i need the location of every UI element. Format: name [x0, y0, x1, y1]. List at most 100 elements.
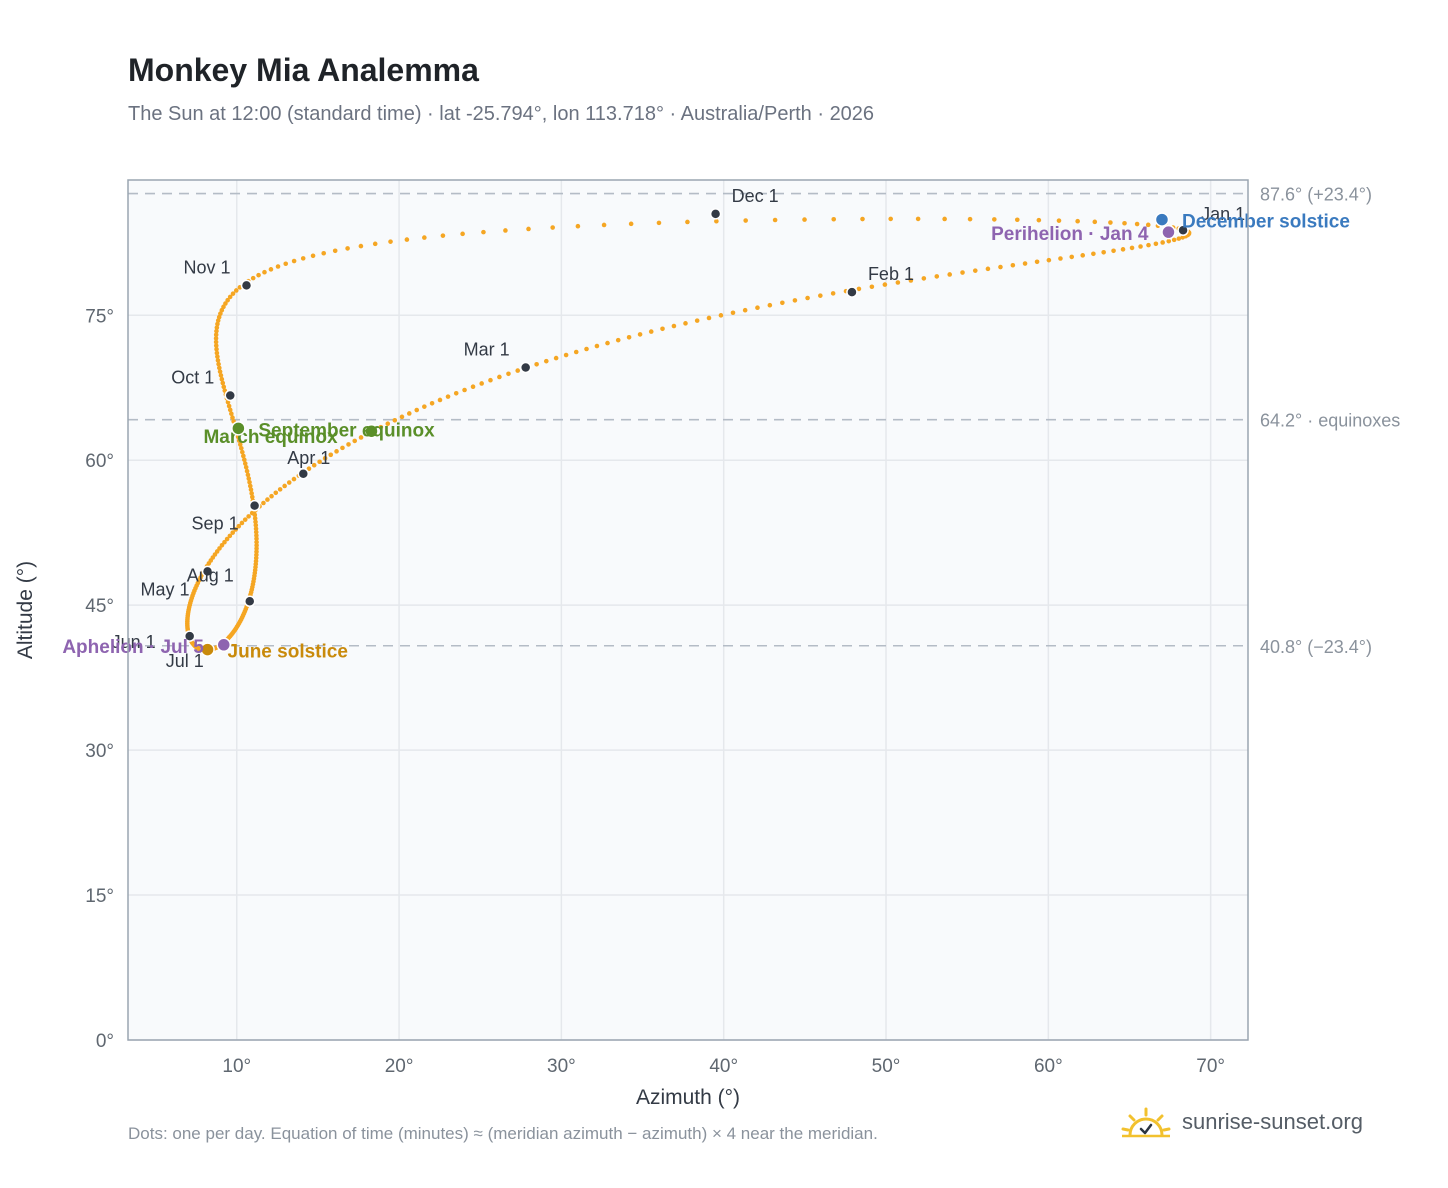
- daily-dot: [1134, 221, 1140, 227]
- daily-dot: [224, 536, 230, 542]
- daily-dot: [550, 225, 555, 230]
- month-label: May 1: [141, 579, 190, 599]
- daily-dot: [392, 417, 398, 423]
- daily-dot: [213, 332, 219, 338]
- month-marker: [846, 286, 858, 298]
- daily-dot: [685, 219, 690, 225]
- daily-dot: [895, 280, 901, 285]
- daily-dot: [869, 284, 875, 290]
- daily-dot: [221, 304, 226, 310]
- daily-dot: [268, 267, 274, 272]
- daily-dot: [972, 268, 978, 273]
- daily-dot: [245, 472, 251, 478]
- reference-line-label: 40.8° (−23.4°): [1260, 637, 1372, 657]
- event-marker: [1154, 212, 1170, 227]
- daily-dot: [214, 346, 219, 352]
- daily-dot: [755, 305, 760, 310]
- daily-dot: [358, 243, 364, 249]
- daily-dot: [460, 231, 465, 237]
- event-label: June solstice: [228, 642, 348, 663]
- daily-dot: [273, 490, 279, 496]
- event-label: September equinox: [258, 420, 435, 441]
- daily-dot: [915, 216, 921, 222]
- daily-dot: [217, 369, 223, 374]
- daily-dot: [254, 533, 259, 538]
- daily-dot: [253, 519, 258, 525]
- daily-dot: [1138, 244, 1143, 249]
- event-label: Aphelion · Jul 5: [62, 637, 204, 658]
- daily-dot: [714, 218, 719, 224]
- daily-dot: [345, 246, 350, 251]
- daily-dot: [615, 337, 621, 343]
- daily-dot: [856, 286, 862, 292]
- daily-dot: [543, 358, 549, 364]
- daily-dot: [860, 216, 865, 222]
- daily-dot: [628, 221, 634, 227]
- daily-dot: [253, 529, 259, 535]
- daily-dot: [311, 462, 317, 468]
- y-tick-label: 15°: [85, 886, 114, 907]
- daily-dot: [240, 449, 245, 455]
- daily-dot: [802, 217, 807, 222]
- daily-dot: [252, 512, 258, 518]
- brand-name[interactable]: sunrise-sunset.org: [1182, 1109, 1363, 1134]
- daily-dot: [479, 381, 484, 386]
- daily-dot: [648, 329, 654, 334]
- event-marker: [200, 642, 215, 657]
- daily-dot: [291, 476, 297, 482]
- month-marker: [243, 595, 256, 608]
- daily-dot: [805, 295, 810, 301]
- daily-dot: [481, 229, 486, 235]
- daily-dot: [247, 483, 253, 489]
- month-label: Aug 1: [187, 565, 234, 585]
- daily-dot: [985, 266, 991, 272]
- daily-dot: [1146, 242, 1151, 248]
- daily-dot: [1014, 217, 1020, 223]
- month-marker: [240, 279, 253, 292]
- daily-dot: [282, 483, 287, 489]
- chart-subtitle: The Sun at 12:00 (standard time) · lat -…: [128, 103, 875, 125]
- daily-dot: [322, 455, 328, 461]
- daily-dot: [242, 457, 247, 463]
- daily-dot: [515, 368, 521, 373]
- daily-dot: [830, 291, 836, 296]
- daily-dot: [244, 468, 250, 474]
- daily-dot: [626, 334, 632, 340]
- month-label: Sep 1: [192, 514, 239, 534]
- event-label: December solstice: [1182, 212, 1350, 233]
- daily-dot: [214, 325, 220, 330]
- y-axis-label: Altitude (°): [14, 561, 37, 659]
- daily-dot: [248, 487, 254, 492]
- month-label: Jan 1: [1201, 204, 1245, 224]
- daily-dot: [780, 300, 785, 306]
- month-label: Jul 1: [166, 651, 204, 671]
- daily-dot: [215, 318, 221, 323]
- daily-dot: [440, 233, 446, 238]
- daily-dot: [637, 332, 643, 337]
- daily-dot: [378, 424, 384, 430]
- daily-dot: [1176, 236, 1182, 241]
- daily-dot: [453, 390, 459, 396]
- daily-dot: [506, 371, 511, 377]
- daily-dot: [275, 264, 281, 269]
- daily-dot: [310, 253, 316, 259]
- x-tick-label: 20°: [385, 1056, 414, 1077]
- month-label: Apr 1: [287, 448, 330, 468]
- daily-dot: [226, 403, 232, 409]
- brand[interactable]: sunrise-sunset.org: [1120, 1100, 1363, 1144]
- daily-dot: [229, 411, 234, 417]
- daily-dot: [942, 216, 947, 222]
- daily-dot: [1069, 254, 1075, 260]
- daily-dot: [1122, 220, 1127, 226]
- daily-dot: [291, 258, 297, 264]
- daily-dot: [1111, 248, 1116, 254]
- daily-dot: [921, 276, 927, 281]
- daily-dot: [422, 235, 427, 240]
- daily-dot: [683, 321, 688, 326]
- daily-dot: [227, 294, 233, 300]
- daily-dot: [437, 397, 443, 403]
- daily-dot: [372, 241, 378, 247]
- daily-dot: [321, 250, 327, 256]
- daily-dot: [221, 384, 227, 390]
